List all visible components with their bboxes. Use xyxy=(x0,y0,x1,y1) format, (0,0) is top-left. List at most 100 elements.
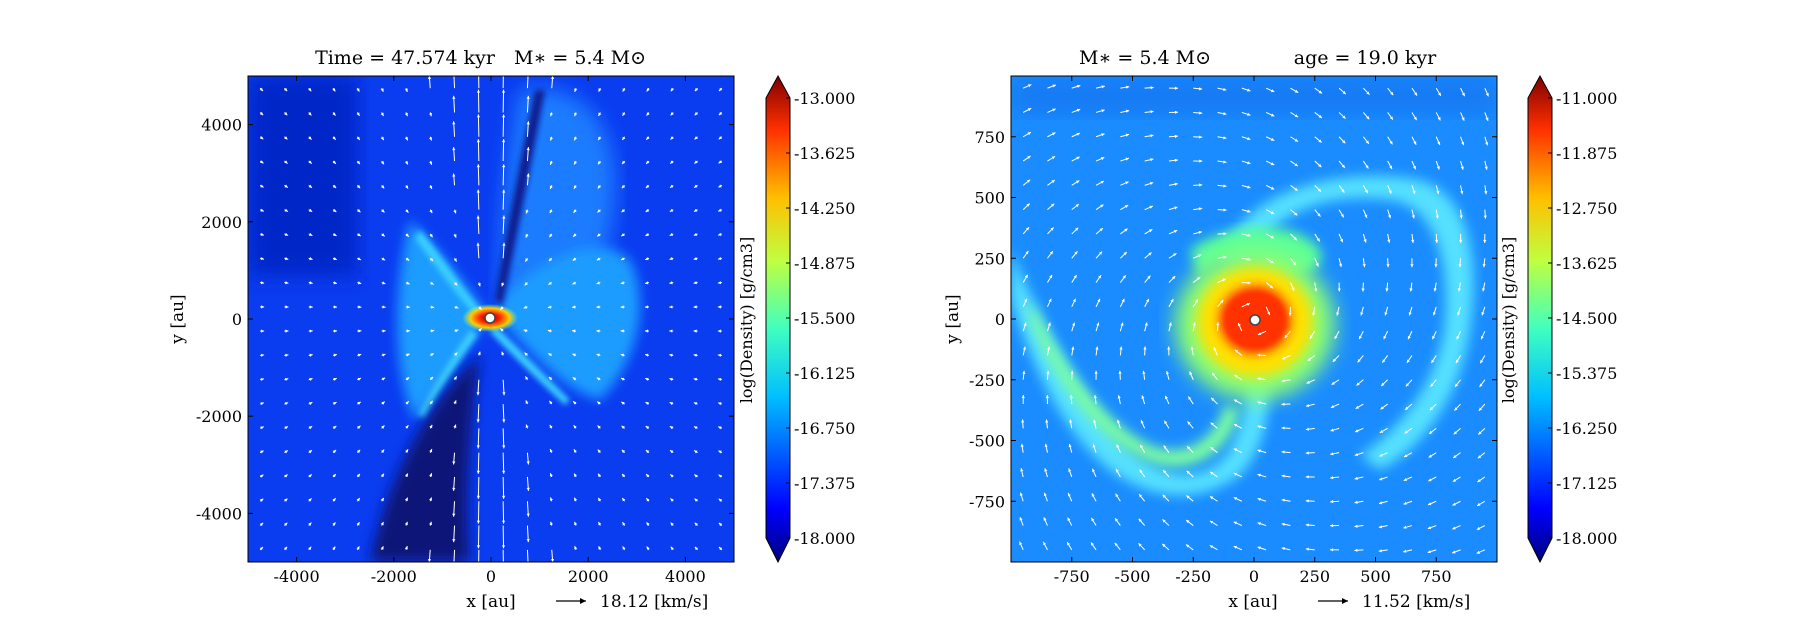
velocity-vector-head xyxy=(1076,108,1081,112)
velocity-vector-head xyxy=(1257,425,1261,429)
velocity-vector-head xyxy=(1069,395,1073,399)
velocity-vector-head xyxy=(525,424,529,428)
velocity-vector-head xyxy=(1427,526,1432,530)
velocity-vector-head xyxy=(596,281,600,285)
velocity-vector-head xyxy=(596,305,600,309)
velocity-vector-head xyxy=(1139,494,1143,498)
velocity-vector xyxy=(502,139,505,162)
velocity-vector-head xyxy=(719,87,723,91)
velocity-vector-head xyxy=(1124,205,1129,209)
velocity-vector-head xyxy=(1359,335,1362,340)
x-tick-label: -250 xyxy=(1175,567,1211,586)
velocity-vector-head xyxy=(525,400,529,404)
velocity-vector-head xyxy=(427,76,432,79)
left-title-time: Time = 47.574 kyr xyxy=(315,47,496,69)
velocity-vector-head xyxy=(1409,288,1413,292)
velocity-vector-head xyxy=(670,136,674,140)
velocity-vector-head xyxy=(574,88,578,92)
velocity-vector-head xyxy=(670,184,674,188)
velocity-vector-head xyxy=(620,353,625,357)
velocity-vector-head xyxy=(1021,395,1025,399)
velocity-vector-head xyxy=(1455,359,1459,364)
velocity-vector-head xyxy=(622,160,626,165)
velocity-vector-head xyxy=(1484,191,1488,195)
velocity-vector-head xyxy=(405,401,409,405)
velocity-vector-head xyxy=(1139,469,1143,473)
velocity-vector-head xyxy=(1189,371,1193,375)
velocity-vector-head xyxy=(430,329,435,333)
velocity-vector-head xyxy=(1234,374,1238,378)
velocity-vector-head xyxy=(1020,468,1024,472)
velocity-vector-head xyxy=(1174,110,1178,114)
velocity-vector-head xyxy=(1281,426,1285,430)
velocity-vector-head xyxy=(284,112,288,116)
velocity-vector-head xyxy=(1292,262,1296,266)
velocity-vector-head xyxy=(1223,208,1227,212)
velocity-vector-head xyxy=(284,474,288,478)
colorbar-tick-label: -15.375 xyxy=(1556,364,1617,383)
velocity-vector-head xyxy=(1119,346,1123,350)
velocity-vector-head xyxy=(357,353,362,357)
velocity-vector-head xyxy=(1484,166,1488,170)
velocity-vector-head xyxy=(1144,322,1148,326)
velocity-vector-head xyxy=(718,208,722,212)
velocity-vector-head xyxy=(1360,312,1364,316)
velocity-vector-head xyxy=(1099,228,1103,232)
velocity-vector-head xyxy=(1100,157,1105,161)
velocity-vector-head xyxy=(693,402,698,406)
velocity-vector-head xyxy=(1365,140,1369,144)
velocity-vector-head xyxy=(453,210,457,214)
velocity-vector-head xyxy=(429,497,433,501)
velocity-vector-head xyxy=(1162,494,1166,499)
x-tick-label: 0 xyxy=(1249,567,1259,586)
velocity-vector-head xyxy=(669,353,673,357)
velocity-vector xyxy=(502,476,505,499)
velocity-vector-head xyxy=(1199,159,1203,163)
velocity-vector-head xyxy=(1223,184,1227,188)
velocity-vector-head xyxy=(669,281,673,285)
velocity-vector-head xyxy=(332,474,336,478)
y-tick-label: 250 xyxy=(974,249,1005,268)
velocity-vector-head xyxy=(381,401,385,405)
y-tick-label: -2000 xyxy=(196,407,242,426)
right-colorbar: -11.000 -11.875 -12.750 -13.625 -14.500 -15.3… xyxy=(1499,74,1617,564)
velocity-vector-head xyxy=(645,426,650,430)
velocity-vector-head xyxy=(1043,541,1047,546)
velocity-vector-head xyxy=(1389,116,1393,120)
velocity-vector-head xyxy=(1143,346,1147,350)
velocity-vector-head xyxy=(1336,312,1340,316)
velocity-vector-head xyxy=(670,160,674,164)
velocity-vector-head xyxy=(1330,405,1335,408)
left-vector-key: 18.12 [km/s] xyxy=(556,592,708,612)
velocity-vector-head xyxy=(501,495,506,499)
velocity-vector-head xyxy=(572,281,576,285)
velocity-vector-head xyxy=(1379,453,1383,457)
velocity-vector-head xyxy=(380,546,384,550)
velocity-vector-head xyxy=(717,281,722,285)
velocity-vector-head xyxy=(1094,370,1098,374)
velocity-vector-head xyxy=(1126,85,1130,89)
velocity-vector-head xyxy=(718,136,723,140)
velocity-vector-head xyxy=(1247,233,1251,237)
velocity-vector-head xyxy=(1366,91,1370,95)
velocity-vector-head xyxy=(1162,519,1166,523)
velocity-vector xyxy=(502,164,505,186)
velocity-vector-head xyxy=(1281,547,1285,551)
velocity-vector-head xyxy=(1270,211,1275,214)
velocity-vector-head xyxy=(476,139,481,143)
velocity-vector-head xyxy=(645,184,650,188)
velocity-vector-head xyxy=(574,473,577,477)
velocity-vector-head xyxy=(1436,190,1440,195)
colorbar-tick-label: -16.750 xyxy=(794,419,855,438)
velocity-vector-head xyxy=(523,305,528,309)
velocity-vector-head xyxy=(550,76,555,79)
velocity-vector-head xyxy=(1092,468,1096,473)
velocity-vector-head xyxy=(1403,525,1407,529)
velocity-vector-head xyxy=(476,215,480,219)
velocity-vector-head xyxy=(309,305,313,309)
velocity-vector-head xyxy=(1077,84,1081,88)
velocity-vector-head xyxy=(1199,87,1203,91)
velocity-vector-head xyxy=(260,160,264,164)
velocity-vector-head xyxy=(573,185,577,189)
velocity-vector-head xyxy=(1452,526,1456,530)
